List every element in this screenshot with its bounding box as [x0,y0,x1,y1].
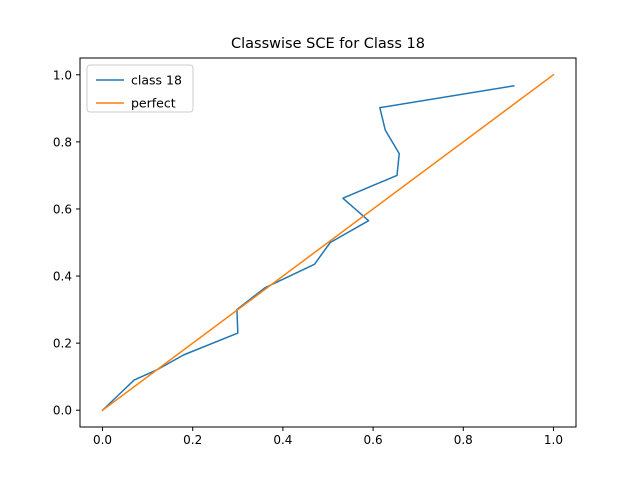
series-line-perfect [101,73,555,412]
legend-label: class 18 [131,73,182,88]
axes: 0.0 0.2 0.4 0.6 0.8 1.0 0.0 0.2 0.4 0.6 0.8 1.0 [53,57,577,447]
series-line-class-18 [101,84,515,412]
legend: class 18 perfect [86,64,194,113]
x-tick-label: 0.6 [364,433,383,447]
y-tick-label: 0.4 [53,270,72,284]
legend-label: perfect [131,96,176,111]
y-tick-label: 1.0 [53,68,72,82]
legend-box [86,64,194,113]
x-tick-label: 1.0 [544,433,563,447]
x-tick-label: 0.0 [93,433,112,447]
y-tick-label: 0.0 [53,404,72,418]
axes-frame [79,57,577,428]
x-tick-label: 0.8 [454,433,473,447]
x-tick-label: 0.2 [183,433,202,447]
y-tick-label: 0.8 [53,135,72,149]
y-tick-label: 0.6 [53,202,72,216]
x-tick-label: 0.4 [273,433,292,447]
plot-area [101,73,555,412]
chart-title: Classwise SCE for Class 18 [231,36,425,52]
y-tick-label: 0.2 [53,337,72,351]
